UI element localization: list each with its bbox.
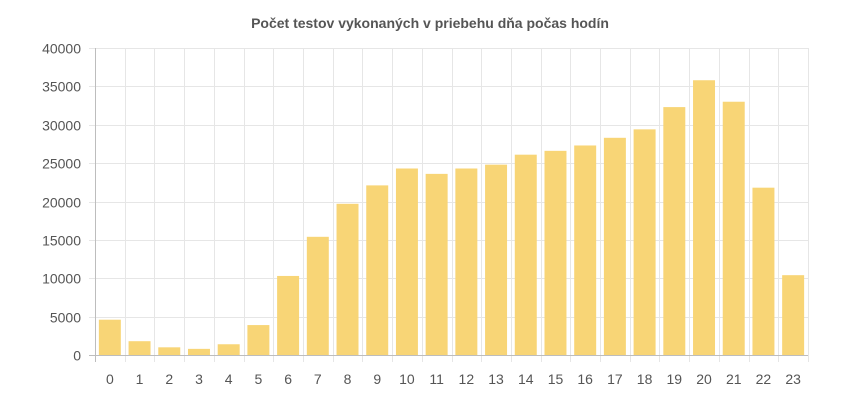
y-tick-label: 40000 [42, 41, 81, 57]
bar-hour-11 [425, 173, 448, 355]
x-tick-label: 6 [284, 371, 292, 387]
y-tick-label: 10000 [42, 271, 81, 287]
x-tick-label: 11 [429, 371, 444, 387]
bar-hour-7 [306, 236, 329, 355]
bar-hour-23 [782, 275, 805, 355]
y-tick-label: 20000 [42, 195, 81, 211]
x-tick-label: 14 [518, 371, 534, 387]
x-tick-label: 22 [756, 371, 772, 387]
bar-hour-17 [603, 137, 626, 355]
bar-hour-8 [336, 203, 359, 355]
bar-hour-6 [277, 275, 300, 355]
x-tick-label: 7 [314, 371, 322, 387]
bar-hour-2 [158, 347, 181, 355]
x-axis-ticks: 0 1 2 3 4 5 6 7 8 9 10 11 12 13 14 15 16 17 18 19 20 21 22 23 [106, 371, 801, 387]
y-tick-label: 35000 [42, 79, 81, 95]
bar-hour-15 [544, 150, 567, 355]
axes [89, 48, 808, 362]
x-tick-label: 21 [726, 371, 742, 387]
bar-hour-13 [485, 164, 508, 355]
bar-hour-10 [395, 168, 418, 355]
x-tick-label: 19 [667, 371, 683, 387]
y-axis-ticks: 0 5000 10000 15000 20000 25000 30000 35000 40000 [42, 41, 81, 364]
x-tick-label: 12 [459, 371, 475, 387]
y-tick-label: 15000 [42, 233, 81, 249]
bar-hour-5 [247, 325, 270, 355]
x-tick-label: 13 [488, 371, 504, 387]
bar-hour-9 [366, 185, 389, 355]
bar-hour-16 [574, 145, 597, 355]
x-tick-label: 23 [785, 371, 801, 387]
x-tick-label: 18 [637, 371, 653, 387]
bar-hour-22 [752, 187, 775, 355]
x-tick-label: 0 [106, 371, 114, 387]
x-tick-label: 16 [577, 371, 593, 387]
y-tick-label: 30000 [42, 118, 81, 134]
bar-hour-0 [98, 319, 121, 355]
bar-hour-1 [128, 341, 151, 355]
y-tick-label: 25000 [42, 156, 81, 172]
chart-title: Počet testov vykonaných v priebehu dňa p… [251, 15, 609, 31]
x-tick-label: 3 [195, 371, 203, 387]
bar-hour-3 [187, 348, 210, 355]
bar-hour-18 [633, 129, 656, 355]
bar-hour-19 [663, 107, 686, 355]
x-tick-label: 8 [344, 371, 352, 387]
x-tick-label: 1 [136, 371, 144, 387]
x-tick-label: 10 [399, 371, 415, 387]
x-tick-label: 5 [255, 371, 263, 387]
x-tick-label: 17 [607, 371, 623, 387]
gridlines [89, 48, 809, 362]
x-tick-label: 15 [548, 371, 564, 387]
bar-hour-14 [514, 154, 537, 355]
y-tick-label: 0 [73, 348, 81, 364]
y-tick-label: 5000 [50, 310, 81, 326]
bars [98, 80, 805, 356]
x-tick-label: 20 [696, 371, 712, 387]
bar-hour-4 [217, 344, 240, 355]
x-tick-label: 2 [165, 371, 173, 387]
x-tick-label: 9 [373, 371, 381, 387]
x-tick-label: 4 [225, 371, 233, 387]
bar-hour-20 [693, 80, 716, 356]
bar-hour-12 [455, 168, 478, 355]
bar-hour-21 [722, 101, 745, 355]
